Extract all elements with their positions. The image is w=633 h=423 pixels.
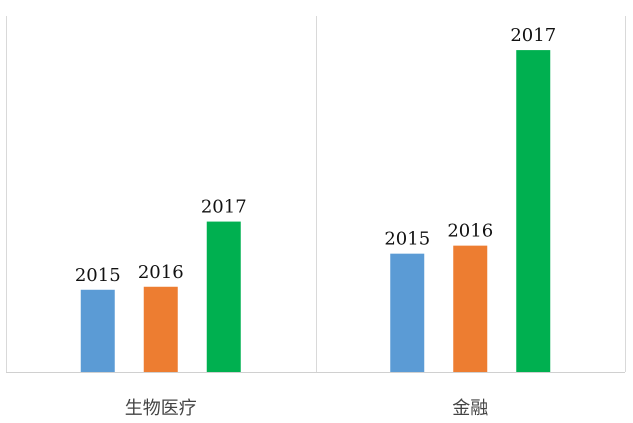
bar-data-label: 2015 [75, 265, 121, 286]
category-tick-label: 生物医疗 [125, 398, 197, 419]
bar-data-label: 2016 [447, 221, 493, 242]
category-labels-group: 生物医疗 金融 [125, 398, 489, 419]
bar-data-label: 2015 [384, 229, 430, 250]
bar [143, 286, 178, 372]
bar [516, 50, 551, 373]
bar [453, 245, 488, 372]
category-dividers [6, 16, 626, 373]
bar-data-label: 2017 [510, 25, 556, 46]
bar [390, 253, 425, 372]
category-tick-label: 金融 [452, 398, 488, 419]
bar [206, 221, 241, 372]
bar-labels-group: 2015 2016 2017 2015 2016 2017 [75, 25, 556, 286]
bar-data-label: 2017 [201, 197, 247, 218]
bars-group [80, 50, 551, 373]
bar [80, 289, 115, 372]
bar-data-label: 2016 [138, 262, 184, 283]
